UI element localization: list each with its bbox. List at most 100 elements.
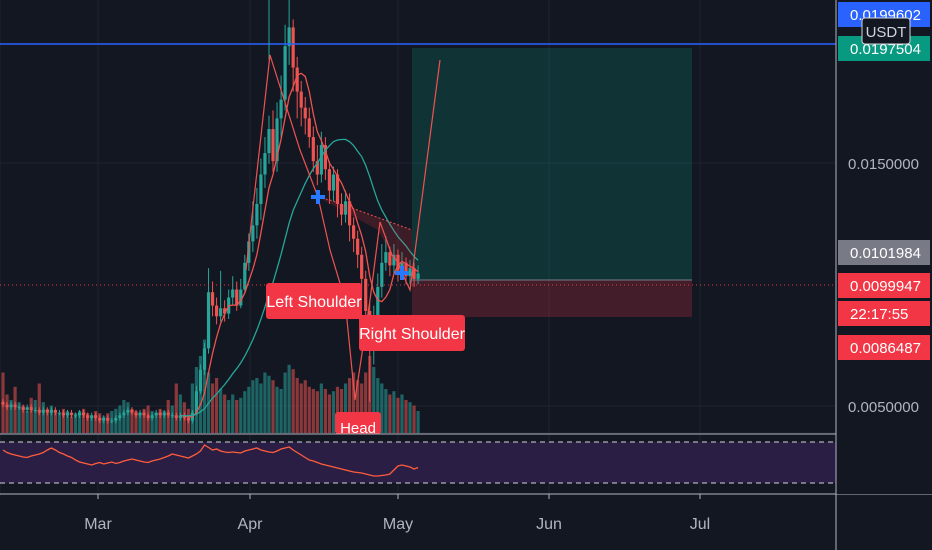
candle-body-94 xyxy=(380,262,384,287)
candle-102 xyxy=(412,262,416,287)
price-axis[interactable]: 0.01500000.00500000.01996020.01975040.01… xyxy=(835,0,932,494)
volume-bar-37 xyxy=(150,411,154,433)
volume-bar-80 xyxy=(323,389,327,433)
candle-body-78 xyxy=(315,161,319,175)
time-tick-1: Apr xyxy=(238,516,264,533)
price-tag-2: 0.0101984 xyxy=(838,240,930,265)
candle-52 xyxy=(210,281,215,317)
candle-body-41 xyxy=(166,412,170,416)
candle-body-84 xyxy=(339,203,344,215)
candle-82 xyxy=(331,166,336,202)
volume-bar-43 xyxy=(174,383,178,433)
pattern-annotations[interactable]: Left Shoulder Right Shoulder Head xyxy=(266,283,466,437)
candle-body-73 xyxy=(295,67,299,92)
volume-bar-5 xyxy=(21,405,25,433)
left-shoulder-label[interactable]: Left Shoulder xyxy=(266,283,362,319)
candle-15 xyxy=(61,409,66,418)
candle-body-89 xyxy=(360,254,364,279)
time-tick-2: May xyxy=(383,516,413,533)
ma-slow xyxy=(180,138,419,417)
time-tick-0: Mar xyxy=(84,516,112,533)
candle-body-58 xyxy=(235,289,239,306)
candle-45 xyxy=(182,412,186,421)
candle-21 xyxy=(86,412,90,421)
candle-body-49 xyxy=(198,369,203,392)
candle-body-18 xyxy=(73,415,78,417)
candle-78 xyxy=(315,145,319,186)
candle-24 xyxy=(98,415,102,424)
price-tag-text-1: 0.0197504 xyxy=(850,41,921,58)
currency-badge-box xyxy=(861,17,911,45)
candle-body-31 xyxy=(126,409,130,413)
candle-5 xyxy=(21,404,25,413)
candle-84 xyxy=(339,193,344,226)
price-tag-text-3: 0.0099947 xyxy=(850,278,921,295)
candle-body-59 xyxy=(239,289,243,306)
candle-body-55 xyxy=(223,308,227,314)
volume-bar-35 xyxy=(142,408,146,433)
volume-bar-12 xyxy=(49,405,53,433)
candle-16 xyxy=(65,409,70,418)
candle-body-14 xyxy=(57,412,62,414)
volume-bar-21 xyxy=(86,413,90,433)
candle-34 xyxy=(138,409,142,418)
candle-body-46 xyxy=(186,417,190,421)
volume-bar-22 xyxy=(90,416,94,433)
candle-body-86 xyxy=(347,201,352,226)
price-tag-text-4: 22:17:55 xyxy=(850,306,908,323)
time-axis[interactable]: Mar Apr May Jun Jul xyxy=(84,494,837,550)
candle-body-1 xyxy=(5,404,9,408)
volume-bar-78 xyxy=(315,391,319,433)
candle-20 xyxy=(82,409,86,418)
candle-body-68 xyxy=(275,118,279,162)
candle-11 xyxy=(45,407,49,416)
volume-bars xyxy=(1,339,420,433)
right-shoulder-label[interactable]: Right Shoulder xyxy=(359,315,466,351)
volume-bar-16 xyxy=(65,411,70,433)
volume-bar-18 xyxy=(73,413,78,433)
volume-bar-95 xyxy=(384,389,388,433)
candle-6 xyxy=(25,404,29,413)
candle-body-81 xyxy=(327,169,332,191)
candle-68 xyxy=(275,102,279,172)
candle-body-40 xyxy=(162,412,166,416)
volume-bar-38 xyxy=(154,413,158,433)
volume-bar-53 xyxy=(214,378,219,433)
candle-50 xyxy=(202,343,207,376)
candle-body-90 xyxy=(364,278,368,311)
candle-body-45 xyxy=(182,415,186,418)
volume-bar-79 xyxy=(319,383,323,433)
candle-body-83 xyxy=(335,174,340,204)
volume-bar-103 xyxy=(416,411,420,433)
long-position-tool[interactable] xyxy=(412,48,692,317)
candle-body-3 xyxy=(13,404,17,408)
candle-body-66 xyxy=(267,129,271,154)
candle-27 xyxy=(110,417,114,424)
price-tag-text-2: 0.0101984 xyxy=(850,245,921,262)
candle-4 xyxy=(17,404,21,410)
candle-body-87 xyxy=(352,225,356,239)
volume-bar-101 xyxy=(408,402,412,433)
candle-100 xyxy=(404,257,408,285)
candle-71 xyxy=(287,0,291,65)
candle-body-10 xyxy=(41,409,45,413)
candle-body-36 xyxy=(146,415,150,418)
volume-bar-73 xyxy=(295,378,299,433)
volume-bar-63 xyxy=(255,378,259,433)
candle-body-95 xyxy=(384,252,388,263)
candle-body-21 xyxy=(86,415,90,418)
ma-fast xyxy=(180,72,419,418)
head-label[interactable]: Head xyxy=(335,412,381,437)
candle-body-52 xyxy=(210,292,215,306)
candle-body-97 xyxy=(392,254,396,266)
candle-body-85 xyxy=(343,201,348,215)
head-text: Head xyxy=(340,420,376,437)
candle-48 xyxy=(194,385,199,416)
candle-22 xyxy=(90,412,94,421)
candle-body-22 xyxy=(90,415,94,418)
candle-body-101 xyxy=(408,268,412,277)
head-box xyxy=(335,412,381,434)
candle-body-75 xyxy=(303,107,307,119)
candle-1 xyxy=(5,401,9,410)
